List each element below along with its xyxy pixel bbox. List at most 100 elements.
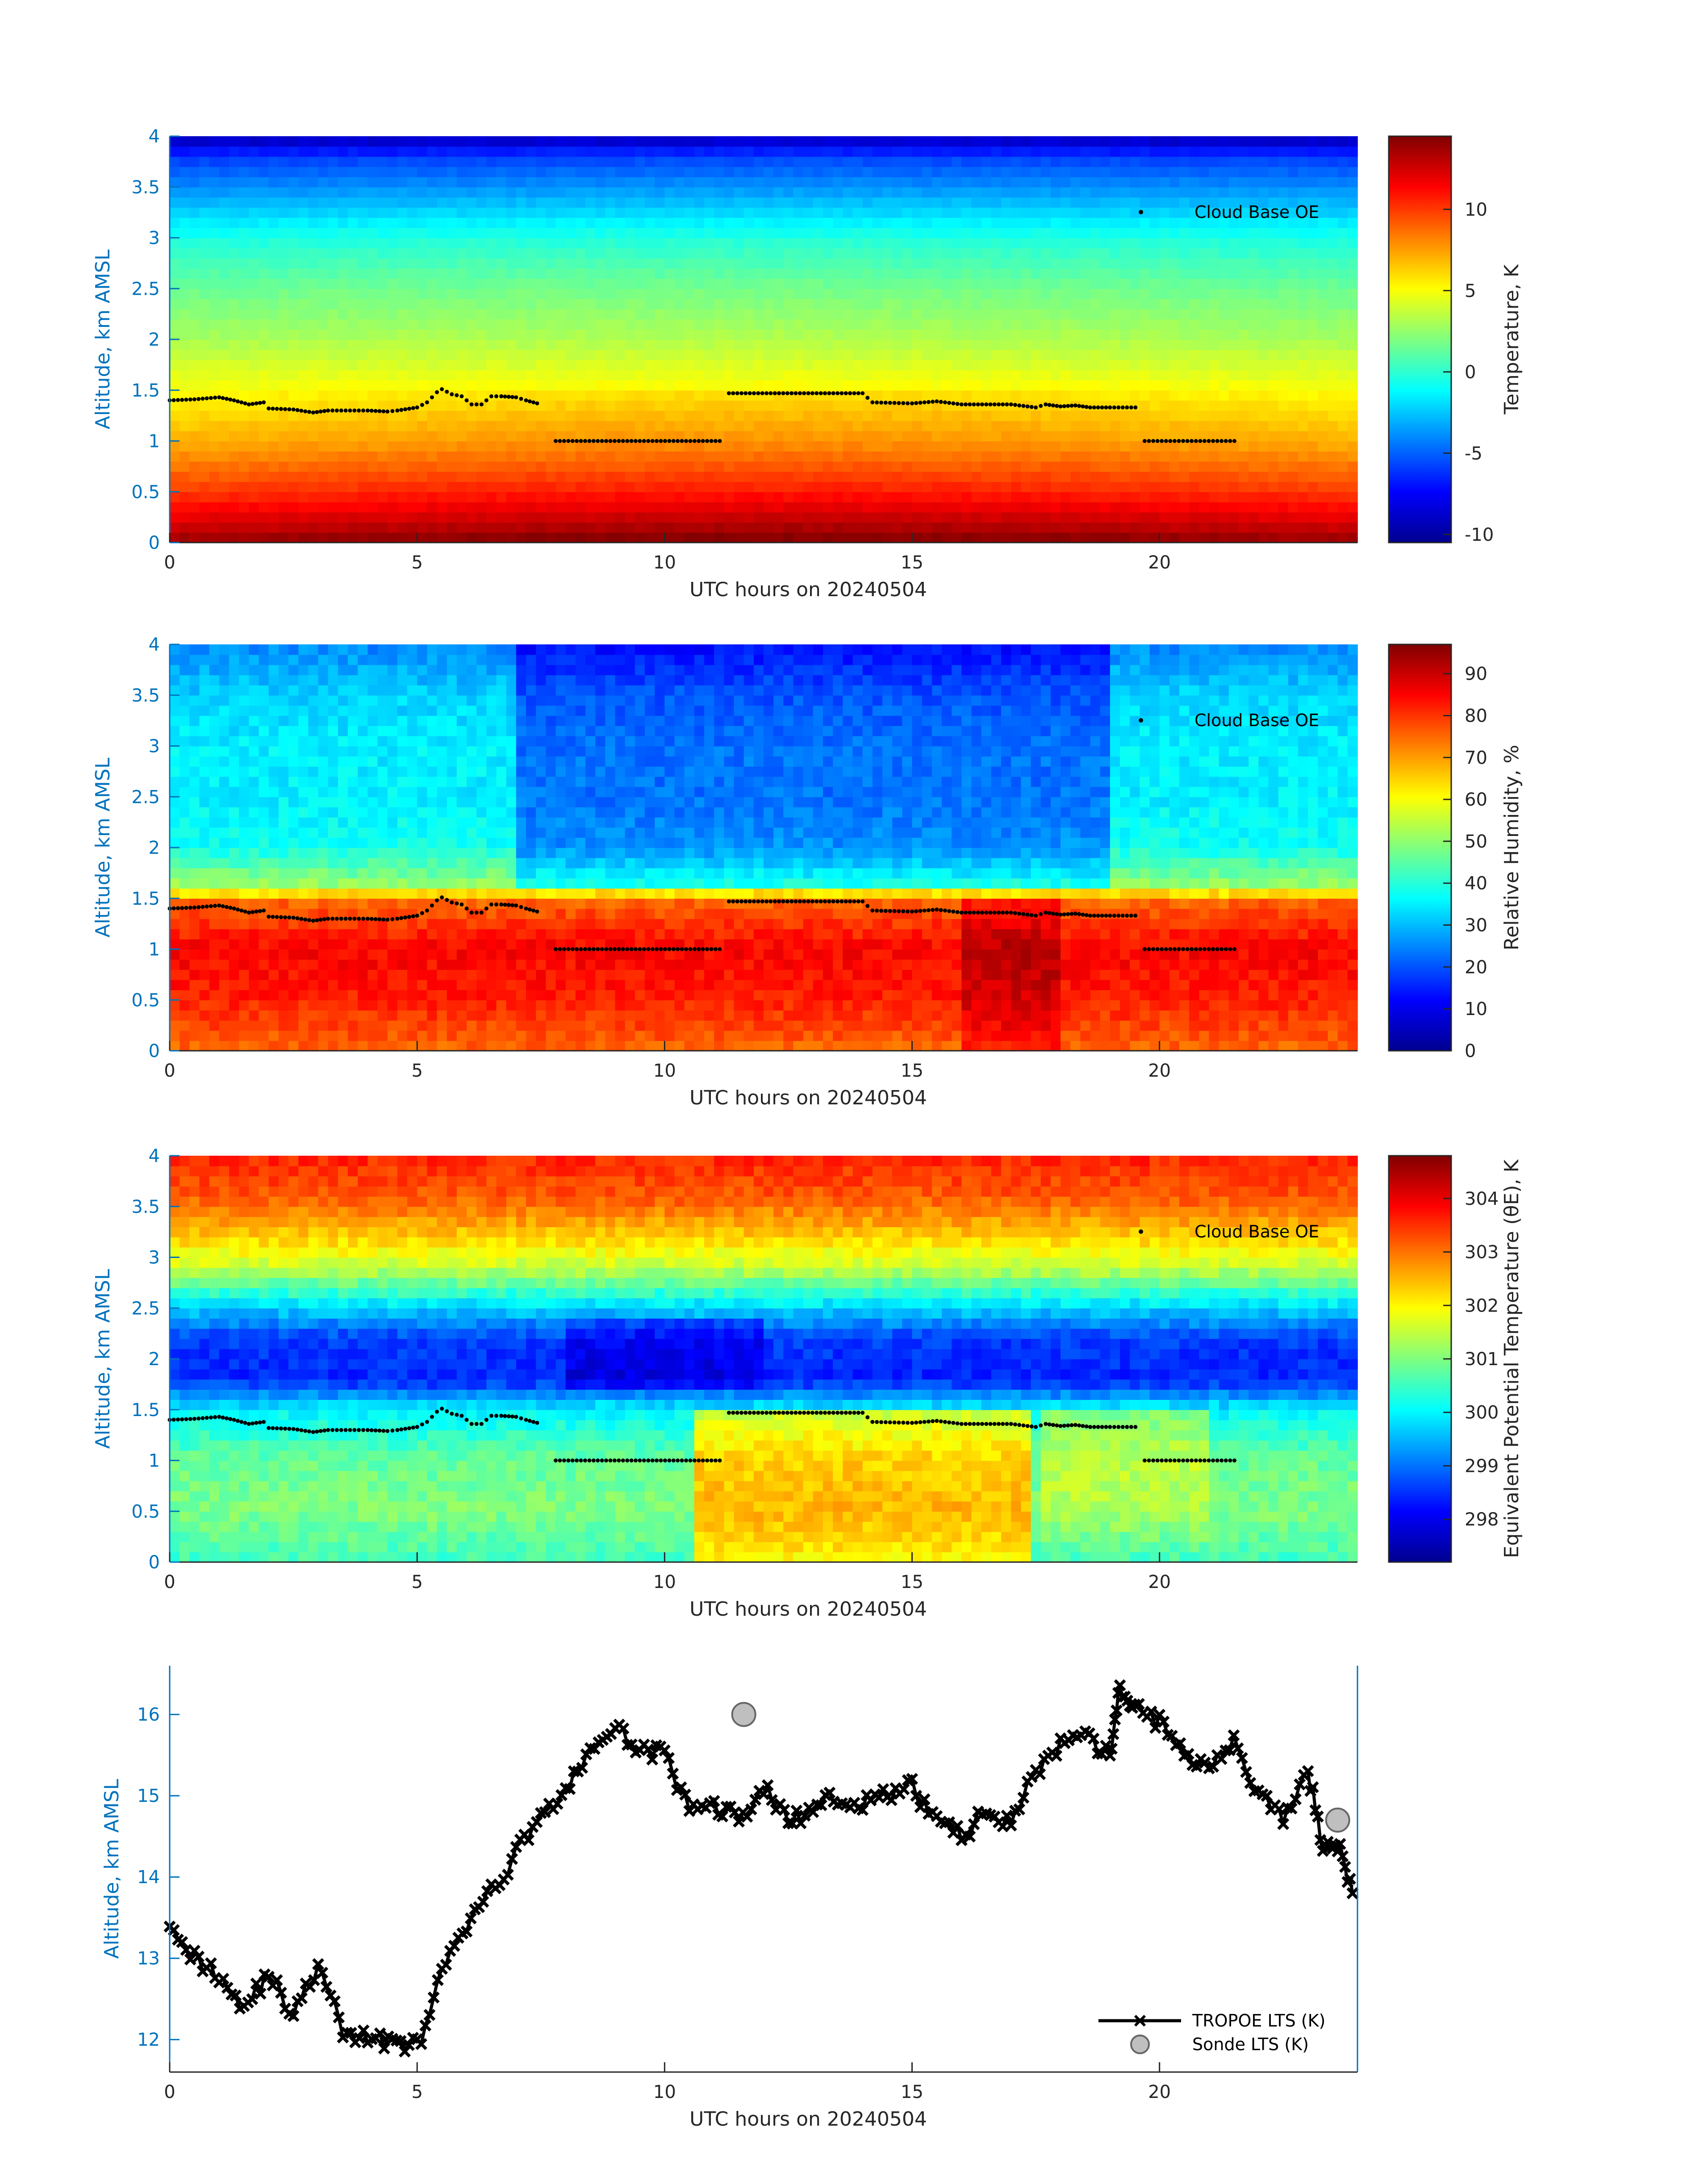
heatmap-cell (1337, 329, 1348, 340)
heatmap-cell (645, 238, 655, 249)
cloud-base-point (184, 397, 188, 402)
heatmap-cell (338, 299, 348, 309)
heatmap-cell (1050, 187, 1061, 198)
heatmap-cell (1011, 146, 1022, 157)
heatmap-cell (437, 359, 447, 371)
heatmap-cell (1249, 421, 1259, 431)
heatmap-cell (397, 410, 408, 421)
heatmap-cell (486, 136, 497, 147)
heatmap-cell (506, 451, 517, 462)
heatmap-cell (605, 461, 616, 472)
heatmap-cell (922, 349, 932, 360)
heatmap-cell (1169, 451, 1180, 462)
heatmap-cell (773, 146, 784, 157)
heatmap-cell (1199, 227, 1210, 238)
heatmap-cell (526, 461, 536, 472)
heatmap-cell (605, 177, 616, 188)
heatmap-cell (1159, 492, 1170, 502)
heatmap-cell (942, 146, 952, 157)
heatmap-cell (288, 146, 299, 157)
cloud-base-point (558, 439, 562, 443)
heatmap-cell (456, 410, 467, 421)
heatmap-cell (189, 288, 200, 299)
heatmap-cell (605, 380, 616, 391)
cloud-base-point (892, 401, 897, 405)
heatmap-cell (189, 197, 200, 208)
heatmap-cell (872, 430, 883, 442)
heatmap-cell (259, 421, 269, 431)
heatmap-cell (892, 309, 903, 320)
heatmap-cell (635, 268, 645, 279)
heatmap-cell (437, 309, 447, 320)
heatmap-cell (1040, 410, 1051, 421)
heatmap-cell (1090, 268, 1101, 279)
cloud-base-point (897, 401, 901, 405)
heatmap-cell (931, 441, 942, 452)
heatmap-cell (1288, 512, 1299, 523)
heatmap-cell (1159, 502, 1170, 513)
heatmap-cell (1209, 146, 1219, 157)
heatmap-cell (298, 156, 309, 167)
heatmap-cell (437, 248, 447, 259)
heatmap-cell (1337, 380, 1348, 391)
heatmap-cell (1140, 238, 1150, 249)
heatmap-cell (447, 258, 457, 269)
heatmap-cell (229, 502, 239, 513)
heatmap-cell (902, 177, 913, 188)
cloud-base-point (918, 401, 923, 405)
heatmap-cell (476, 430, 487, 442)
heatmap-cell (516, 451, 526, 462)
heatmap-cell (813, 288, 823, 299)
cloud-base-point (200, 397, 205, 401)
heatmap-cell (516, 370, 526, 380)
heatmap-cell (1021, 522, 1031, 533)
heatmap-cell (793, 238, 804, 249)
heatmap-cell (843, 380, 853, 391)
heatmap-cell (823, 146, 833, 157)
heatmap-cell (1209, 502, 1219, 513)
heatmap-cell (1347, 492, 1358, 502)
heatmap-cell (565, 441, 576, 452)
heatmap-cell (1040, 492, 1051, 502)
heatmap-cell (605, 370, 616, 380)
heatmap-cell (358, 299, 368, 309)
heatmap-cell (1031, 380, 1041, 391)
heatmap-cell (189, 177, 200, 188)
heatmap-cell (1110, 380, 1120, 391)
heatmap-cell (1228, 299, 1239, 309)
heatmap-cell (922, 309, 932, 320)
heatmap-cell (635, 421, 645, 431)
heatmap-cell (694, 207, 705, 218)
heatmap-cell (506, 288, 517, 299)
cloud-base-point (604, 439, 608, 443)
heatmap-cell (1090, 288, 1101, 299)
heatmap-cell (288, 451, 299, 462)
heatmap-cell (981, 512, 992, 523)
heatmap-cell (1337, 492, 1348, 502)
heatmap-cell (684, 370, 695, 380)
heatmap-cell (288, 207, 299, 218)
heatmap-cell (931, 421, 942, 431)
heatmap-cell (674, 461, 685, 472)
heatmap-cell (555, 156, 566, 167)
heatmap-cell (1080, 370, 1091, 380)
heatmap-cell (1347, 522, 1358, 533)
heatmap-cell (862, 380, 873, 391)
heatmap-cell (1219, 227, 1229, 238)
heatmap-cell (367, 227, 378, 238)
heatmap-cell (952, 441, 962, 452)
heatmap-cell (1001, 441, 1011, 452)
heatmap-cell (1061, 359, 1071, 371)
heatmap-cell (318, 248, 329, 259)
heatmap-cell (635, 136, 645, 147)
heatmap-cell (615, 380, 626, 391)
heatmap-cell (298, 481, 309, 493)
heatmap-cell (1061, 329, 1071, 340)
heatmap-cell (724, 136, 735, 147)
heatmap-cell (526, 278, 536, 289)
heatmap-cell (931, 522, 942, 533)
heatmap-cell (1189, 410, 1200, 421)
heatmap-cell (1159, 421, 1170, 431)
heatmap-cell (1021, 268, 1031, 279)
heatmap-cell (655, 207, 665, 218)
